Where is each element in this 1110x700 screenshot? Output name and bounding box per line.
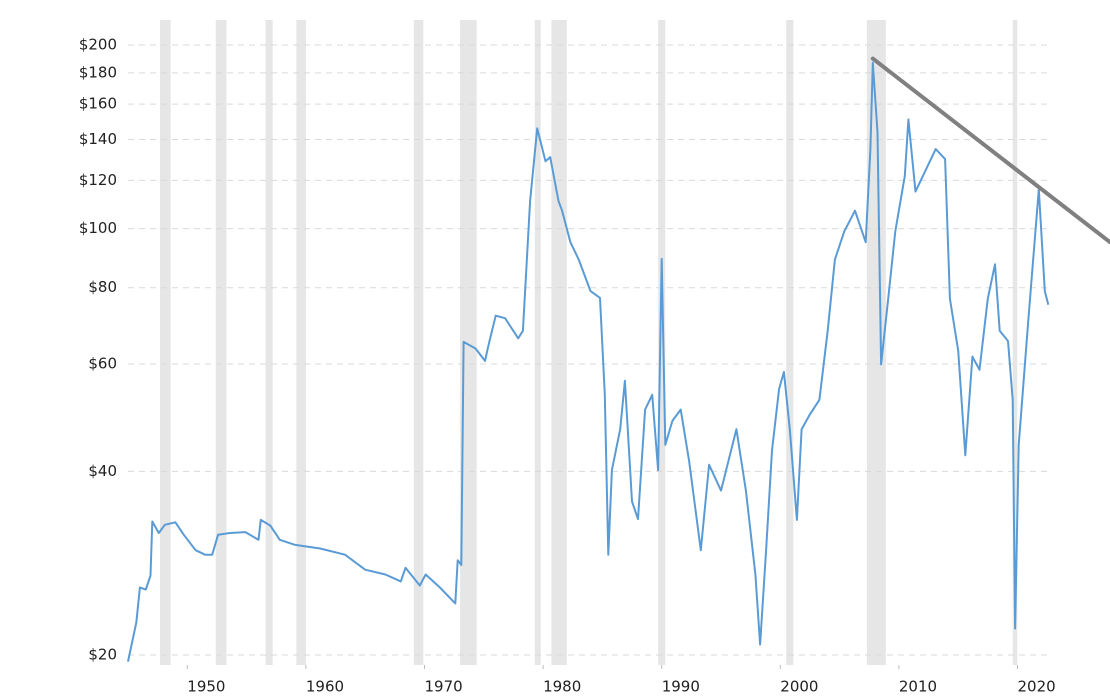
recession-band <box>296 20 306 665</box>
recession-band <box>1012 20 1018 665</box>
x-tick-label: 1960 <box>306 678 344 696</box>
axis-labels: $20 $40 $60 $80 $100 $120 $140 $160 $180 $200 1950… <box>79 36 1056 696</box>
x-tick-label: 1980 <box>543 678 581 696</box>
y-tick-label: $180 <box>79 63 117 81</box>
x-tick-label: 2010 <box>899 678 937 696</box>
recession-band <box>215 20 227 665</box>
recession-band <box>658 20 666 665</box>
y-tick-label: $40 <box>88 462 117 480</box>
recession-band <box>460 20 477 665</box>
grid <box>128 44 1048 669</box>
plot <box>127 56 1110 662</box>
y-tick-label: $100 <box>79 219 117 237</box>
recession-band <box>160 20 171 665</box>
y-tick-label: $200 <box>79 36 117 54</box>
recession-bands <box>160 20 1018 665</box>
y-tick-label: $140 <box>79 130 117 148</box>
recession-band <box>866 20 886 665</box>
x-tick-label: 1970 <box>424 678 462 696</box>
recession-band <box>265 20 273 665</box>
trend-line <box>870 56 1110 245</box>
recession-band <box>413 20 424 665</box>
y-tick-label: $160 <box>79 95 117 113</box>
recession-band <box>534 20 541 665</box>
y-tick-label: $60 <box>88 354 117 372</box>
y-tick-label: $80 <box>88 278 117 296</box>
y-tick-label: $20 <box>88 646 117 664</box>
x-tick-label: 2020 <box>1017 678 1055 696</box>
x-tick-label: 2000 <box>780 678 818 696</box>
x-tick-label: 1950 <box>187 678 225 696</box>
y-tick-label: $120 <box>79 171 117 189</box>
price-line <box>127 61 1050 662</box>
x-tick-label: 1990 <box>662 678 700 696</box>
recession-band <box>786 20 794 665</box>
recession-band <box>551 20 567 665</box>
